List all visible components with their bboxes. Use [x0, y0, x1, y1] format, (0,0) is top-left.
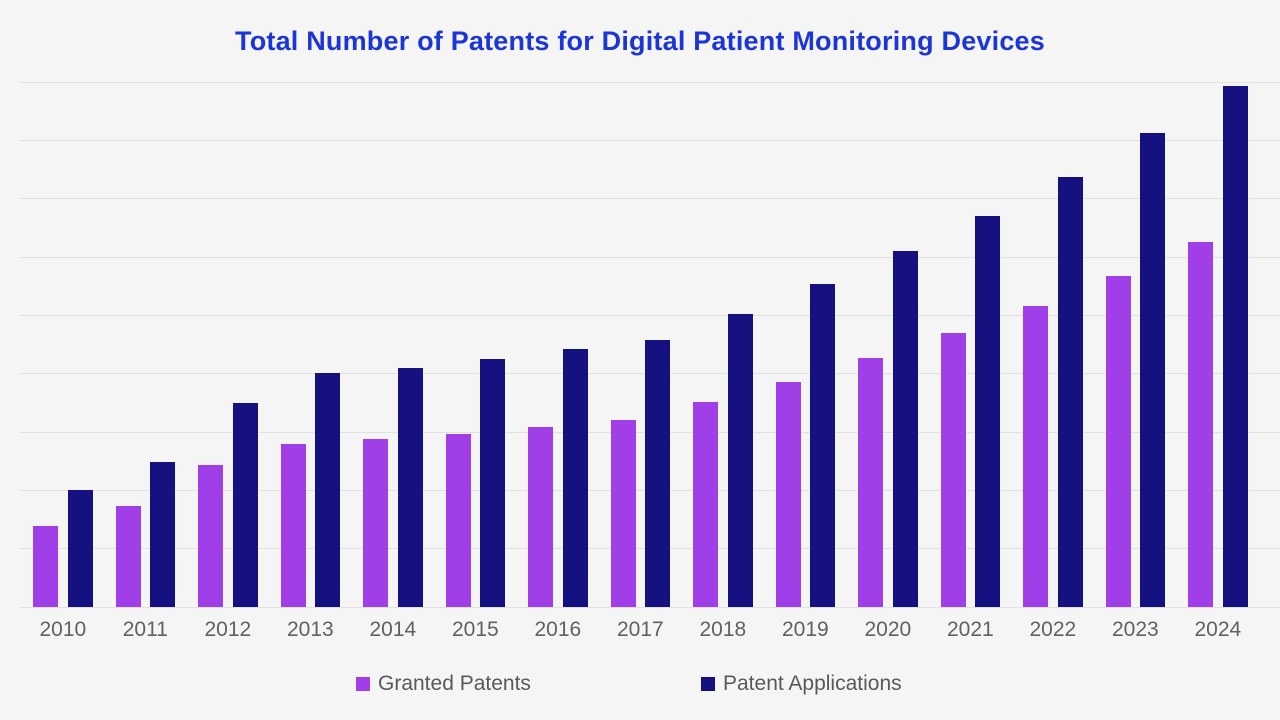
- bar-applications-2016: [562, 349, 588, 607]
- legend-swatch-granted-patents: [356, 677, 370, 691]
- legend-item-patent-applications: Patent Applications: [701, 672, 902, 696]
- bar-granted-2021: [940, 333, 966, 607]
- gridline: [20, 256, 1280, 258]
- x-axis-label: 2019: [781, 618, 829, 641]
- bar-granted-2022: [1023, 306, 1048, 607]
- gridline: [20, 314, 1280, 316]
- bar-granted-2012: [198, 464, 223, 607]
- bar-applications-2010: [67, 490, 93, 607]
- bar-applications-2023: [1140, 133, 1166, 607]
- bar-applications-2012: [232, 402, 258, 607]
- x-axis: 2010 2011 2012 2013 2014 2015 2016 2017 2018 2019…: [20, 618, 1280, 648]
- bar-granted-2020: [858, 357, 883, 607]
- bar-granted-2013: [280, 444, 306, 607]
- bar-applications-2015: [480, 358, 506, 607]
- bar-granted-2017: [610, 420, 636, 607]
- x-axis-label: 2011: [122, 618, 168, 641]
- chart-title: Total Number of Patents for Digital Pati…: [235, 26, 1045, 56]
- x-axis-label: 2020: [864, 618, 912, 641]
- x-axis-label: 2017: [616, 618, 664, 641]
- legend-label-patent-applications: Patent Applications: [723, 672, 902, 695]
- bar-applications-2014: [397, 368, 423, 607]
- x-axis-label: 2023: [1111, 618, 1159, 641]
- x-axis-label: 2012: [204, 618, 252, 641]
- bar-applications-2022: [1057, 176, 1083, 607]
- bar-applications-2021: [975, 216, 1001, 607]
- bar-applications-2019: [810, 283, 836, 607]
- bar-granted-2010: [33, 525, 58, 607]
- bar-applications-2013: [315, 373, 341, 607]
- gridline: [20, 81, 1280, 83]
- x-axis-label: 2015: [451, 618, 499, 641]
- bar-granted-2024: [1188, 241, 1213, 607]
- x-axis-label: 2014: [369, 618, 417, 641]
- x-axis-label: 2016: [534, 618, 582, 641]
- legend-swatch-patent-applications: [701, 677, 715, 691]
- gridline: [20, 139, 1280, 141]
- bar-applications-2020: [892, 251, 918, 607]
- bar-granted-2015: [445, 433, 471, 607]
- x-axis-label: 2022: [1029, 618, 1077, 641]
- bar-granted-2019: [775, 381, 801, 607]
- bar-granted-2016: [528, 426, 553, 607]
- bar-applications-2011: [150, 461, 176, 607]
- x-axis-label: 2018: [699, 618, 747, 641]
- legend: Granted Patents Patent Applications: [0, 672, 1280, 702]
- x-axis-label: 2021: [946, 618, 994, 641]
- plot-area: [20, 81, 1280, 608]
- x-axis-label: 2024: [1194, 618, 1242, 641]
- bar-granted-2011: [115, 505, 141, 607]
- x-axis-label: 2010: [39, 618, 87, 641]
- bar-granted-2014: [363, 439, 388, 607]
- x-axis-label: 2013: [286, 618, 334, 641]
- legend-item-granted-patents: Granted Patents: [356, 672, 531, 696]
- bar-applications-2017: [645, 340, 671, 607]
- bar-applications-2024: [1222, 86, 1248, 607]
- bar-granted-2018: [693, 401, 718, 607]
- legend-label-granted-patents: Granted Patents: [378, 672, 531, 695]
- gridline: [20, 198, 1280, 200]
- bar-applications-2018: [727, 313, 753, 607]
- bar-granted-2023: [1105, 276, 1131, 607]
- gridline: [20, 606, 1280, 608]
